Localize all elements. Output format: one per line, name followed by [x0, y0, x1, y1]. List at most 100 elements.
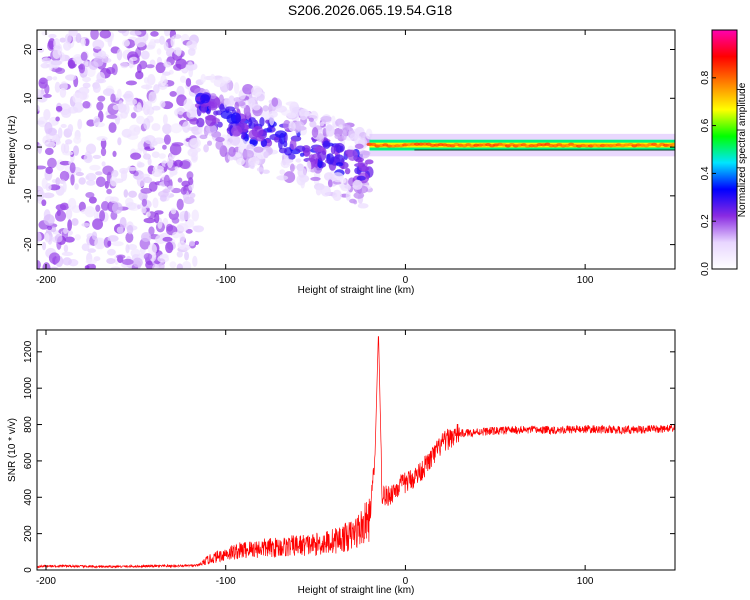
noise-blob — [93, 256, 101, 262]
transition-blob — [234, 101, 239, 110]
y-tick-label: 200 — [23, 525, 34, 542]
transition-blob — [353, 191, 365, 199]
noise-blob — [64, 33, 72, 44]
transition-blob — [312, 146, 325, 153]
noise-blob — [81, 222, 91, 227]
transition-blob — [225, 106, 236, 112]
transition-blob — [274, 130, 287, 138]
noise-blob — [65, 139, 73, 145]
transition-blob — [242, 149, 254, 159]
noise-blob — [54, 81, 61, 93]
noise-blob — [176, 106, 185, 115]
noise-blob — [167, 156, 174, 169]
transition-blob — [279, 169, 286, 175]
noise-blob — [163, 78, 169, 84]
transition-blob — [243, 105, 251, 118]
noise-blob — [117, 30, 127, 34]
noise-blob — [96, 71, 106, 84]
noise-blob — [177, 241, 187, 250]
noise-blob — [100, 201, 110, 211]
noise-blob — [126, 224, 134, 235]
transition-blob — [200, 73, 207, 83]
x-tick-label: 0 — [403, 576, 409, 587]
noise-blob — [145, 211, 151, 217]
noise-blob — [45, 182, 52, 192]
noise-blob — [93, 116, 101, 126]
noise-blob — [163, 61, 172, 68]
noise-blob — [176, 198, 184, 211]
transition-blob — [205, 114, 217, 127]
colorbar-tick-label: 0.0 — [700, 262, 711, 276]
transition-blob — [233, 82, 240, 95]
noise-blob — [109, 176, 118, 187]
transition-blob — [275, 105, 287, 113]
noise-blob — [150, 31, 159, 37]
noise-blob — [39, 78, 49, 83]
transition-blob — [322, 140, 331, 149]
noise-blob — [187, 47, 196, 56]
noise-blob — [60, 123, 67, 128]
noise-blob — [110, 93, 116, 103]
transition-blob — [320, 185, 331, 197]
noise-blob — [94, 237, 103, 250]
transition-blob — [237, 122, 249, 133]
noise-blob — [111, 169, 119, 178]
noise-blob — [41, 57, 52, 64]
transition-blob — [249, 139, 258, 145]
transition-blob — [262, 169, 270, 174]
transition-blob — [356, 175, 366, 181]
transition-blob — [209, 73, 216, 83]
noise-blob — [109, 196, 119, 203]
transition-blob — [326, 123, 333, 132]
noise-blob — [86, 179, 96, 186]
noise-blob — [37, 190, 46, 199]
transition-blob — [242, 84, 254, 95]
noise-blob — [74, 183, 79, 190]
noise-blob — [82, 101, 91, 109]
noise-blob — [135, 70, 144, 80]
noise-blob — [55, 204, 67, 211]
noise-blob — [42, 192, 55, 199]
noise-blob — [163, 134, 171, 145]
noise-blob — [92, 218, 104, 230]
noise-blob — [157, 254, 170, 263]
noise-blob — [179, 75, 187, 83]
noise-blob — [75, 33, 82, 44]
noise-blob — [159, 35, 165, 45]
noise-blob — [125, 80, 138, 86]
y-tick-label: 1200 — [23, 340, 34, 363]
noise-blob — [189, 192, 196, 198]
noise-blob — [100, 147, 107, 157]
noise-blob — [123, 189, 129, 198]
noise-blob — [55, 177, 61, 186]
noise-blob — [176, 263, 183, 269]
transition-blob — [230, 112, 242, 124]
noise-blob — [80, 38, 86, 47]
noise-blob — [170, 123, 183, 134]
noise-blob — [140, 84, 153, 90]
transition-blob — [310, 176, 321, 181]
noise-blob — [171, 142, 184, 147]
y-tick-label: 800 — [23, 416, 34, 433]
noise-blob — [147, 243, 157, 255]
y-tick-label: 10 — [23, 92, 34, 104]
noise-blob — [148, 91, 157, 104]
noise-blob — [119, 216, 127, 229]
transition-blob — [327, 179, 333, 188]
noise-blob — [149, 143, 155, 149]
noise-blob — [59, 37, 67, 43]
noise-blob — [78, 63, 86, 74]
spectrogram-ylabel: Frequency (Hz) — [7, 116, 18, 185]
noise-blob — [101, 161, 106, 167]
transition-blob — [347, 149, 358, 161]
noise-blob — [45, 166, 54, 175]
transition-blob — [311, 127, 319, 138]
noise-blob — [153, 137, 165, 144]
noise-blob — [155, 62, 166, 74]
noise-blob — [144, 135, 156, 145]
noise-blob — [70, 174, 75, 186]
noise-blob — [59, 160, 72, 166]
noise-blob — [125, 98, 138, 106]
